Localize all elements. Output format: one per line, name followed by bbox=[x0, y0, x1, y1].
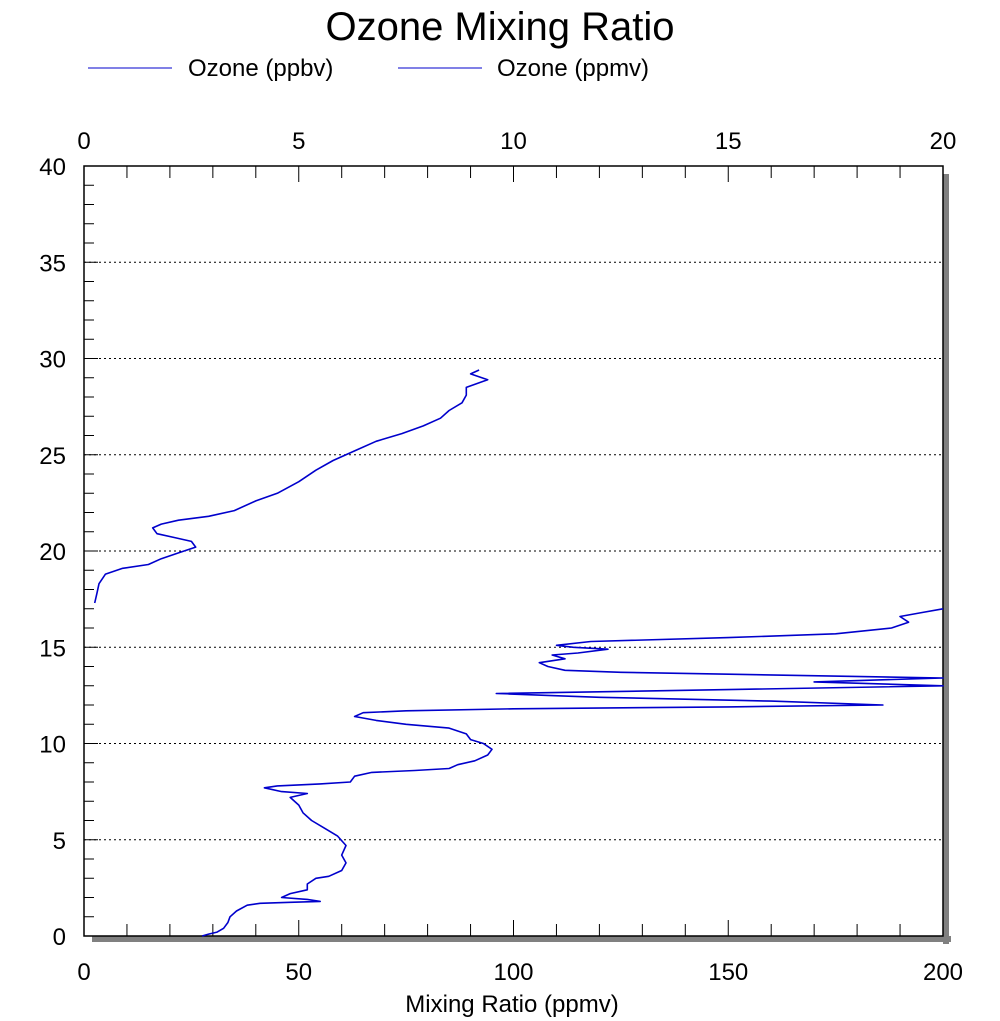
plot-shadow-bottom bbox=[92, 936, 951, 942]
y-tick-label: 5 bbox=[53, 828, 66, 855]
y-tick-label: 20 bbox=[39, 539, 66, 566]
x-bottom-tick-label: 200 bbox=[923, 959, 963, 986]
plot-shadow-right bbox=[943, 174, 949, 944]
y-tick-label: 15 bbox=[39, 635, 66, 662]
chart-title: Ozone Mixing Ratio bbox=[325, 5, 674, 49]
y-tick-label: 40 bbox=[39, 154, 66, 181]
x-top-tick-label: 20 bbox=[930, 128, 957, 155]
y-tick-label: 35 bbox=[39, 250, 66, 277]
legend: Ozone (ppbv) Ozone (ppmv) bbox=[88, 55, 649, 82]
x-top-tick-label: 10 bbox=[500, 128, 527, 155]
plot-area: 0 5 10 15 20 25 30 35 40 0 50 100 150 200 0 5 10 15 20 bbox=[39, 128, 963, 986]
y-tick-label: 10 bbox=[39, 732, 66, 759]
y-tick-label: 30 bbox=[39, 347, 66, 374]
series-line-ppmv bbox=[93, 369, 489, 604]
x-top-tick-label: 5 bbox=[292, 128, 305, 155]
legend-label-ppbv: Ozone (ppbv) bbox=[188, 55, 333, 82]
y-tick-label: 25 bbox=[39, 443, 66, 470]
y-tick-label: 0 bbox=[53, 924, 66, 951]
x-bottom-tick-label: 50 bbox=[285, 959, 312, 986]
x-bottom-tick-label: 150 bbox=[708, 959, 748, 986]
x-axis-title: Mixing Ratio (ppmv) bbox=[405, 991, 618, 1018]
legend-label-ppmv: Ozone (ppmv) bbox=[497, 55, 649, 82]
x-bottom-tick-label: 0 bbox=[77, 959, 90, 986]
x-top-tick-label: 0 bbox=[77, 128, 90, 155]
x-bottom-tick-label: 100 bbox=[493, 959, 533, 986]
x-top-tick-label: 15 bbox=[715, 128, 742, 155]
series-line-ppbv bbox=[201, 608, 944, 937]
